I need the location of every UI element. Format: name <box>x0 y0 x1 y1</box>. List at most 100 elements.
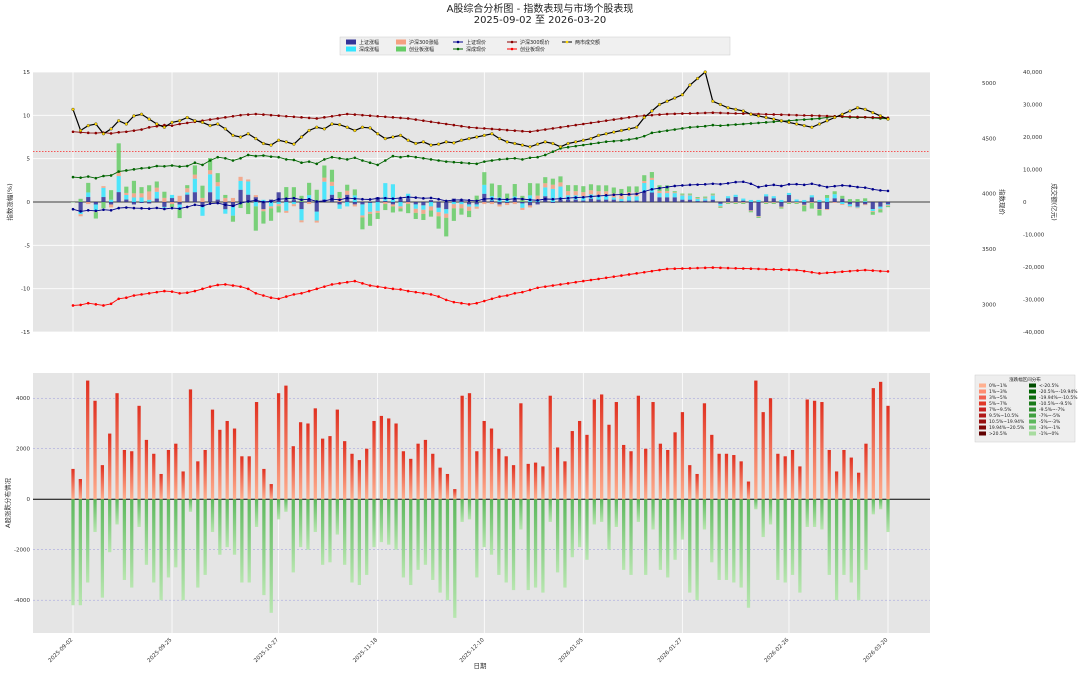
up-count-bar <box>489 428 494 500</box>
up-count-bar <box>849 457 853 500</box>
line-point <box>521 129 524 133</box>
top-pct-bar <box>550 178 555 185</box>
x-tick-label: 2025-09-02 <box>48 637 75 664</box>
up-count-bar <box>144 439 149 500</box>
line-point <box>315 117 319 120</box>
line-point <box>86 131 90 135</box>
line-point <box>688 126 692 129</box>
top-pct-bar <box>642 191 647 202</box>
line-point <box>132 168 136 171</box>
top-pct-bar <box>444 217 449 237</box>
line-point <box>779 119 783 123</box>
top-pct-bar <box>520 203 525 208</box>
up-count-bar <box>864 443 868 500</box>
up-count-bar <box>130 451 134 500</box>
dist-legend-swatch <box>1029 389 1036 394</box>
top-pct-bar <box>390 184 395 202</box>
line-point <box>467 199 471 202</box>
top-pct-bar <box>611 197 616 200</box>
line-point <box>452 123 456 127</box>
legend-marker <box>565 40 569 44</box>
top-pct-bar <box>718 205 723 207</box>
top-pct-bar <box>307 202 312 205</box>
line-point <box>246 113 250 116</box>
price-tick-label: 4000 <box>982 192 996 198</box>
top-pct-bar <box>291 202 296 205</box>
line-point <box>810 270 814 274</box>
line-point <box>300 291 303 295</box>
top-pct-bar <box>215 173 220 183</box>
line-point <box>117 130 121 134</box>
bottom-ytick-label: 4000 <box>16 396 30 402</box>
line-point <box>185 291 189 295</box>
dist-legend-swatch <box>979 425 986 430</box>
top-pct-bar <box>131 193 137 198</box>
up-count-bar <box>387 418 391 500</box>
line-point <box>833 115 837 120</box>
dist-legend-label: 0%~1% <box>989 383 1008 389</box>
line-point <box>231 204 235 208</box>
top-pct-bar <box>451 208 456 221</box>
up-count-bar <box>526 463 530 500</box>
price-tick-label: 3500 <box>982 247 996 253</box>
down-count-bar <box>541 499 545 593</box>
dist-legend-label: 19.94%~20.5% <box>989 425 1025 431</box>
top-ytick-label: -15 <box>21 330 30 336</box>
line-point <box>818 184 821 187</box>
line-point <box>764 267 768 271</box>
down-count-bar <box>577 499 582 548</box>
up-count-bar <box>856 472 861 500</box>
line-point <box>94 131 98 135</box>
top-pct-bar <box>619 198 624 202</box>
up-count-bar <box>225 420 229 500</box>
line-point <box>201 204 204 208</box>
line-point <box>665 185 669 189</box>
line-point <box>521 158 524 161</box>
line-point <box>711 123 715 127</box>
line-point <box>208 124 212 128</box>
line-point <box>429 196 433 200</box>
line-point <box>292 196 296 200</box>
line-point <box>376 285 379 288</box>
top-pct-bar <box>428 210 434 217</box>
legend-swatch <box>346 39 356 45</box>
line-point <box>810 182 814 186</box>
line-point <box>307 197 311 201</box>
top-pct-bar <box>573 185 578 192</box>
line-point <box>429 158 433 161</box>
line-point <box>589 195 593 198</box>
top-pct-bar <box>421 205 426 210</box>
line-point <box>292 293 296 296</box>
line-point <box>345 125 349 129</box>
line-point <box>422 119 425 122</box>
top-pct-bar <box>428 206 434 211</box>
top-pct-bar <box>642 175 647 182</box>
line-point <box>620 117 623 120</box>
line-point <box>795 122 799 126</box>
top-pct-bar <box>566 191 571 196</box>
top-pct-bar <box>474 195 479 202</box>
up-count-bar <box>423 439 428 500</box>
dist-legend-label: 5%~7% <box>989 401 1008 407</box>
bottom-xlabel: 日期 <box>474 662 488 670</box>
line-point <box>726 111 730 115</box>
line-point <box>193 119 197 123</box>
line-point <box>635 272 638 275</box>
top-pct-bar <box>611 199 616 202</box>
top-pct-bar <box>329 185 335 195</box>
up-count-bar <box>497 448 501 500</box>
line-point <box>353 128 357 133</box>
top-pct-bar <box>131 180 137 194</box>
chart-title: A股综合分析图 - 指数表现与市场个股表现 <box>447 2 634 15</box>
line-point <box>224 156 227 160</box>
line-point <box>444 122 448 126</box>
line-point <box>612 139 616 143</box>
up-count-bar <box>702 403 707 500</box>
line-point <box>582 195 585 199</box>
line-point <box>178 207 181 210</box>
up-count-bar <box>710 434 714 500</box>
line-point <box>170 120 174 124</box>
line-point <box>536 286 539 290</box>
line-point <box>185 205 189 209</box>
line-point <box>703 182 707 186</box>
